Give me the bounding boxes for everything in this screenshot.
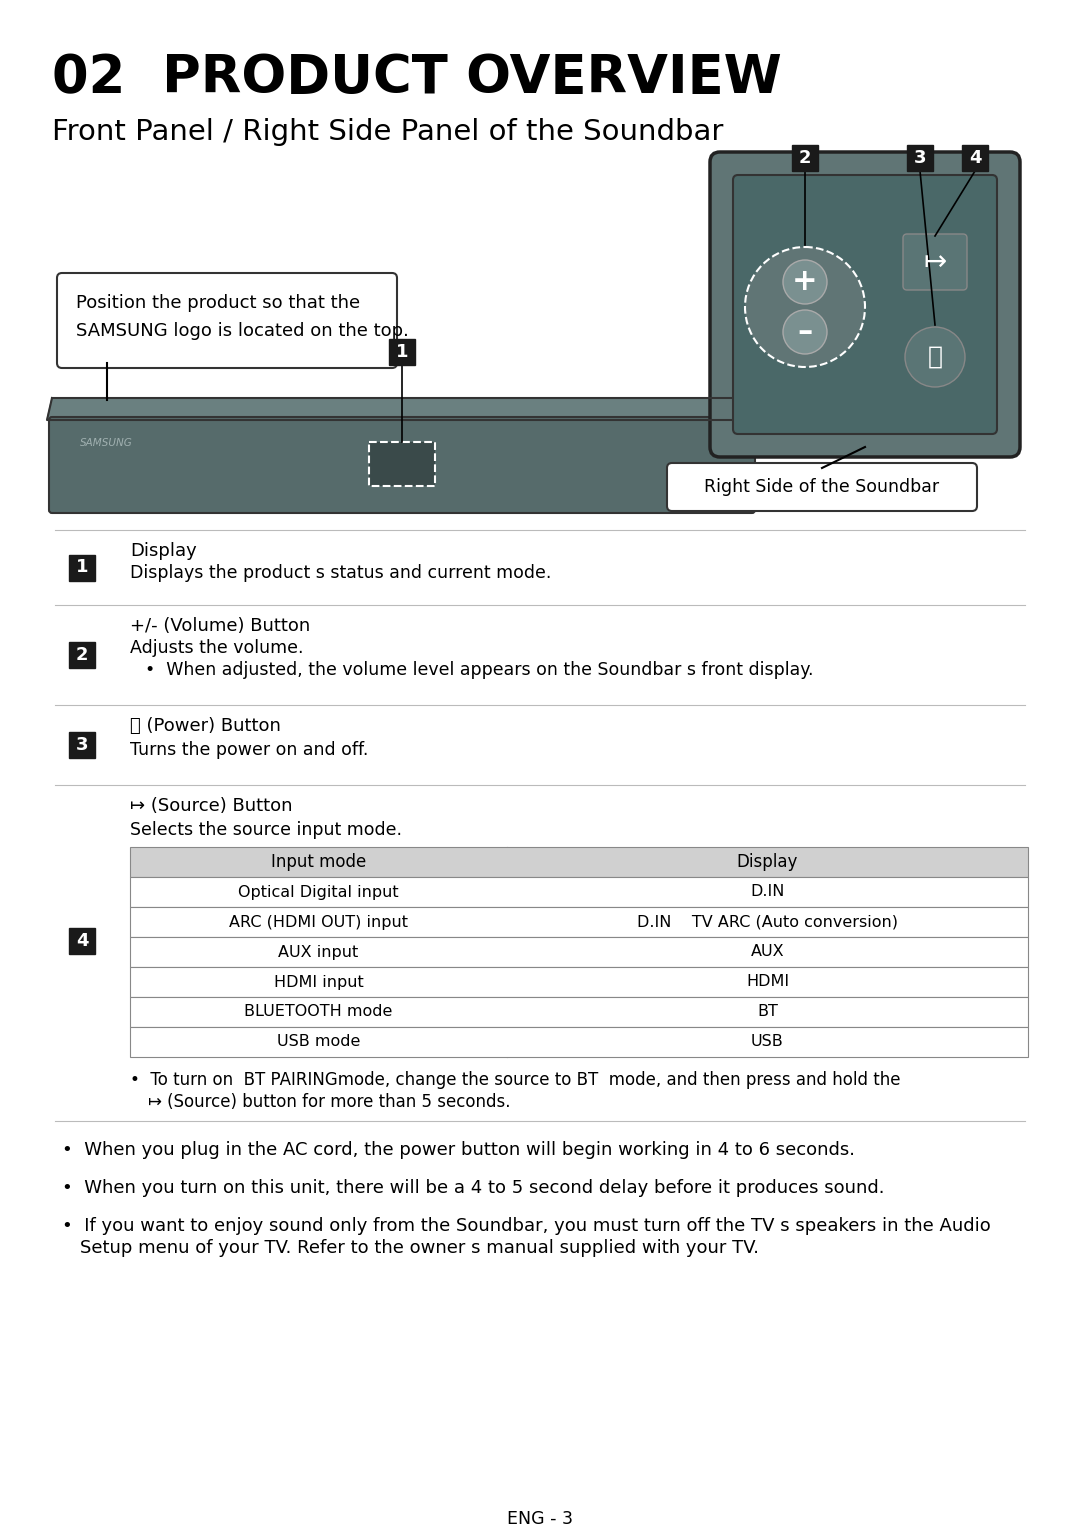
Circle shape: [905, 326, 966, 388]
Text: 1: 1: [395, 343, 408, 362]
Text: 4: 4: [969, 149, 982, 167]
Text: SAMSUNG: SAMSUNG: [80, 438, 133, 447]
Text: ↦: ↦: [923, 248, 947, 276]
Circle shape: [783, 309, 827, 354]
FancyBboxPatch shape: [130, 967, 1028, 997]
Text: USB: USB: [751, 1034, 784, 1049]
Text: 4: 4: [76, 931, 89, 950]
Text: AUX input: AUX input: [279, 945, 359, 959]
FancyBboxPatch shape: [962, 146, 988, 172]
FancyBboxPatch shape: [130, 1026, 1028, 1057]
FancyBboxPatch shape: [130, 997, 1028, 1026]
Text: ⏻: ⏻: [928, 345, 943, 369]
Text: HDMI: HDMI: [746, 974, 789, 990]
FancyBboxPatch shape: [733, 175, 997, 434]
Polygon shape: [48, 398, 770, 420]
Text: •  To turn on  BT PAIRINGmode, change the source to BT  mode, and then press and: • To turn on BT PAIRINGmode, change the …: [130, 1071, 901, 1089]
Text: Turns the power on and off.: Turns the power on and off.: [130, 741, 368, 758]
FancyBboxPatch shape: [710, 152, 1020, 457]
FancyBboxPatch shape: [792, 146, 818, 172]
Text: Position the product so that the: Position the product so that the: [76, 294, 360, 313]
Text: ENG - 3: ENG - 3: [507, 1511, 573, 1527]
Text: BT: BT: [757, 1005, 778, 1019]
Circle shape: [745, 247, 865, 368]
FancyBboxPatch shape: [69, 555, 95, 581]
FancyBboxPatch shape: [907, 146, 933, 172]
FancyBboxPatch shape: [69, 642, 95, 668]
FancyBboxPatch shape: [130, 847, 1028, 876]
Text: Input mode: Input mode: [271, 853, 366, 872]
Text: 3: 3: [76, 735, 89, 754]
FancyBboxPatch shape: [130, 876, 1028, 907]
Text: •  When you turn on this unit, there will be a 4 to 5 second delay before it pro: • When you turn on this unit, there will…: [62, 1180, 885, 1196]
Text: +: +: [793, 268, 818, 297]
Circle shape: [783, 260, 827, 303]
Text: Selects the source input mode.: Selects the source input mode.: [130, 821, 402, 840]
FancyBboxPatch shape: [389, 339, 415, 365]
Text: 2: 2: [799, 149, 811, 167]
FancyBboxPatch shape: [130, 907, 1028, 938]
Text: –: –: [797, 317, 812, 346]
Text: D.IN: D.IN: [751, 884, 785, 899]
Text: •  When adjusted, the volume level appears on the Soundbar s front display.: • When adjusted, the volume level appear…: [145, 660, 813, 679]
Text: +/- (Volume) Button: +/- (Volume) Button: [130, 617, 310, 634]
Text: Display: Display: [130, 542, 197, 561]
FancyBboxPatch shape: [903, 234, 967, 290]
Text: Front Panel / Right Side Panel of the Soundbar: Front Panel / Right Side Panel of the So…: [52, 118, 724, 146]
Text: ⏻ (Power) Button: ⏻ (Power) Button: [130, 717, 281, 735]
FancyBboxPatch shape: [130, 938, 1028, 967]
Text: AUX: AUX: [751, 945, 784, 959]
Text: HDMI input: HDMI input: [273, 974, 363, 990]
Text: ↦ (Source) button for more than 5 seconds.: ↦ (Source) button for more than 5 second…: [148, 1092, 511, 1111]
Text: 2: 2: [76, 647, 89, 663]
Text: 3: 3: [914, 149, 927, 167]
FancyBboxPatch shape: [69, 928, 95, 954]
Text: ARC (HDMI OUT) input: ARC (HDMI OUT) input: [229, 915, 408, 930]
Text: Adjusts the volume.: Adjusts the volume.: [130, 639, 303, 657]
Text: Optical Digital input: Optical Digital input: [239, 884, 399, 899]
Text: 1: 1: [76, 559, 89, 576]
Text: •  If you want to enjoy sound only from the Soundbar, you must turn off the TV s: • If you want to enjoy sound only from t…: [62, 1216, 990, 1235]
Text: Setup menu of your TV. Refer to the owner s manual supplied with your TV.: Setup menu of your TV. Refer to the owne…: [80, 1239, 759, 1256]
Text: BLUETOOTH mode: BLUETOOTH mode: [244, 1005, 393, 1019]
Text: D.IN    TV ARC (Auto conversion): D.IN TV ARC (Auto conversion): [637, 915, 897, 930]
FancyBboxPatch shape: [49, 417, 755, 513]
Text: •  When you plug in the AC cord, the power button will begin working in 4 to 6 s: • When you plug in the AC cord, the powe…: [62, 1141, 855, 1160]
FancyBboxPatch shape: [369, 443, 435, 486]
FancyBboxPatch shape: [69, 732, 95, 758]
FancyBboxPatch shape: [57, 273, 397, 368]
Text: Right Side of the Soundbar: Right Side of the Soundbar: [704, 478, 940, 496]
Text: ↦ (Source) Button: ↦ (Source) Button: [130, 797, 293, 815]
Text: SAMSUNG logo is located on the top.: SAMSUNG logo is located on the top.: [76, 322, 409, 340]
Text: 02  PRODUCT OVERVIEW: 02 PRODUCT OVERVIEW: [52, 52, 782, 104]
Text: Displays the product s status and current mode.: Displays the product s status and curren…: [130, 564, 552, 582]
FancyBboxPatch shape: [667, 463, 977, 512]
Text: USB mode: USB mode: [276, 1034, 361, 1049]
Text: Display: Display: [737, 853, 798, 872]
